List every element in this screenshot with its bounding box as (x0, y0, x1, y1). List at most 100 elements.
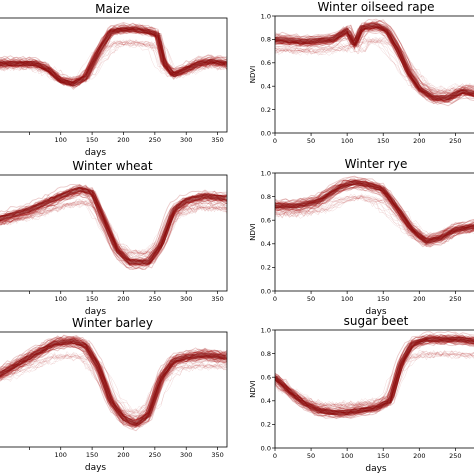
x-tick-label: 200 (413, 295, 425, 303)
series-line (275, 20, 474, 95)
series-line (0, 27, 227, 85)
panel-3: Winter wheat 100 150 200 250 300 350 days (0, 159, 228, 317)
x-tick-label: 350 (211, 136, 223, 144)
series-line (275, 175, 474, 237)
panel-1: Maize 100 150 200 250 300 350 days (0, 2, 228, 158)
series-line (0, 28, 227, 85)
series-line (275, 22, 474, 97)
series-line (275, 38, 474, 94)
x-tick-label: 300 (180, 451, 192, 459)
series-line (275, 40, 474, 94)
series-line (275, 187, 474, 248)
series-line (275, 37, 474, 95)
x-axis-label: days (85, 463, 107, 473)
series-line (275, 36, 474, 94)
series-line (275, 37, 474, 94)
series-line (275, 195, 474, 242)
x-tick-label: 250 (449, 452, 461, 460)
x-tick-label: 200 (117, 136, 129, 144)
series-line (275, 22, 474, 97)
series-line (275, 18, 474, 94)
series-traces (0, 334, 227, 432)
series-line (275, 39, 474, 94)
series-line (275, 351, 474, 408)
x-axis-label: days (365, 464, 387, 474)
series-line (0, 27, 227, 86)
series-line (275, 37, 474, 93)
x-tick-label: 150 (377, 137, 389, 145)
x-tick-label: 150 (86, 451, 98, 459)
x-tick-label: 0 (273, 295, 277, 303)
panel-5: Winter barley 100 150 200 250 300 350 days (0, 316, 228, 473)
x-tick-label: 100 (55, 451, 67, 459)
y-tick-label: 0.0 (261, 287, 271, 295)
series-line (275, 178, 474, 238)
series-line (0, 185, 227, 262)
series-line (0, 22, 227, 80)
y-tick-label: 0.2 (261, 264, 271, 272)
series-line (275, 179, 474, 240)
series-core-line (275, 336, 474, 416)
x-tick-label: 150 (86, 295, 98, 303)
series-line (0, 30, 227, 87)
series-line (0, 27, 227, 84)
series-line (0, 343, 227, 428)
series-line (275, 31, 474, 107)
series-line (0, 40, 227, 83)
series-line (275, 194, 474, 242)
series-line (275, 341, 474, 419)
series-line (275, 19, 474, 95)
y-axis-label: NDVI (249, 223, 257, 240)
series-line (275, 38, 474, 95)
series-line (0, 30, 227, 90)
series-line (275, 39, 474, 92)
series-line (0, 345, 227, 429)
x-axis-label: days (85, 148, 107, 158)
x-tick-label: 50 (307, 452, 315, 460)
series-line (275, 36, 474, 95)
series-line (0, 27, 227, 84)
panel-title: Winter wheat (72, 159, 153, 173)
series-line (275, 38, 474, 95)
series-line (0, 27, 227, 85)
series-line (0, 353, 227, 417)
x-tick-label: 0 (273, 137, 277, 145)
series-line (275, 333, 474, 412)
panel-6: sugar beet 0 50 100 150 200 250 0.0 0.2 0.4 0.6 0.8… (249, 314, 474, 474)
panel-2: Winter oilseed rape 0 50 100 150 200 250 0.0 0.2… (249, 0, 474, 145)
y-axis-label: NDVI (249, 380, 257, 397)
x-tick-label: 100 (55, 295, 67, 303)
series-line (275, 38, 474, 94)
series-line (0, 195, 227, 270)
x-tick-label: 200 (413, 452, 425, 460)
series-line (0, 27, 227, 85)
series-line (275, 350, 474, 409)
x-tick-label: 200 (413, 137, 425, 145)
series-line (275, 350, 474, 410)
y-tick-label: 0.6 (261, 217, 271, 225)
x-tick-label: 150 (86, 136, 98, 144)
series-traces (0, 183, 227, 270)
series-line (0, 193, 227, 269)
series-line (0, 29, 227, 87)
series-line (0, 22, 227, 81)
x-tick-label: 300 (180, 295, 192, 303)
series-line (275, 195, 474, 240)
series-line (275, 29, 474, 105)
series-line (0, 202, 227, 258)
x-tick-label: 250 (449, 137, 461, 145)
y-tick-label: 1.0 (261, 12, 271, 20)
series-line (0, 27, 227, 84)
x-tick-label: 0 (273, 452, 277, 460)
y-tick-label: 0.8 (261, 36, 271, 44)
series-line (275, 36, 474, 94)
series-traces (275, 18, 474, 107)
series-line (0, 27, 227, 86)
y-tick-label: 0.6 (261, 59, 271, 67)
series-line (0, 190, 227, 267)
series-core-line (0, 338, 226, 427)
panel-title: Winter rye (345, 157, 408, 171)
x-tick-label: 50 (307, 137, 315, 145)
series-line (275, 27, 474, 103)
series-core-line (275, 23, 474, 101)
